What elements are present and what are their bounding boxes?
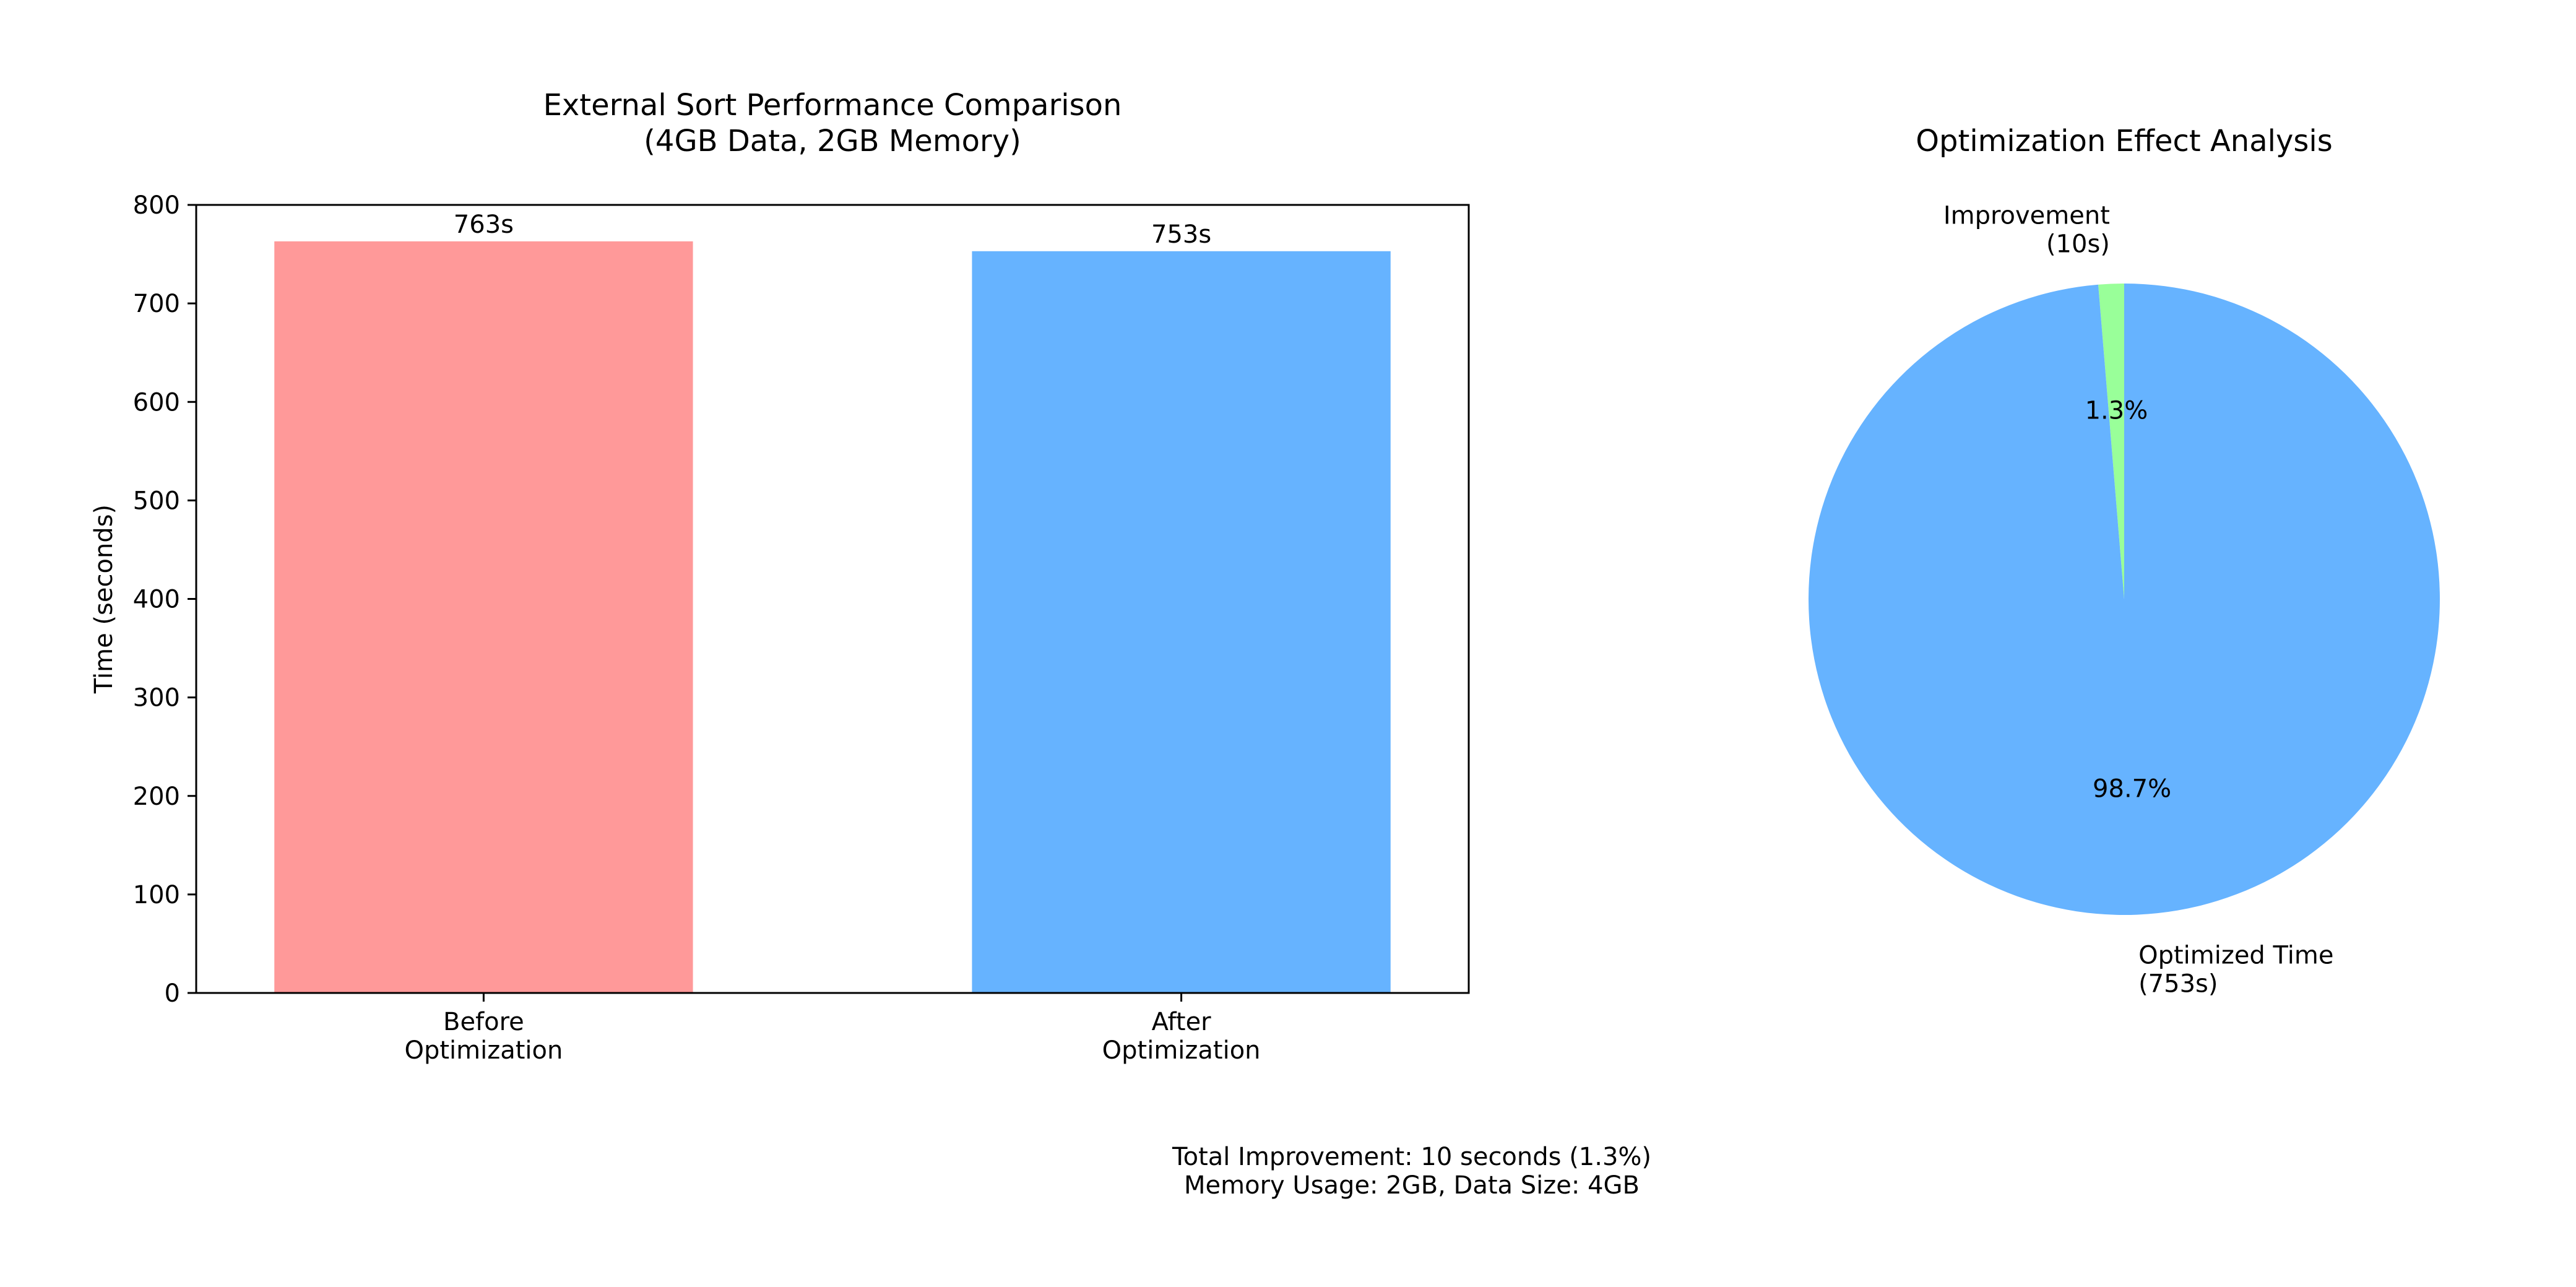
pie-chart: Optimization Effect Analysis 1.3% Improve… (1808, 124, 2440, 999)
x-tick-label: Before Optimization (404, 1008, 563, 1065)
pie-labels: 1.3% Improvement (10s) 98.7% Optimized Time(… (1943, 201, 2334, 998)
footer-memory-text: Memory Usage: 2GB, Data Size: 4GB (1184, 1171, 1640, 1200)
pie-slice (1808, 284, 2440, 916)
bar-data-label: 763s (454, 210, 514, 239)
pie-slice (2098, 284, 2124, 599)
y-tick-label: 500 (133, 487, 180, 515)
pie-slices (1808, 284, 2440, 916)
x-tick-label: After Optimization (1102, 1008, 1261, 1065)
bar-chart: External Sort Performance Comparison (4GB… (90, 88, 1470, 1065)
bar (274, 241, 693, 994)
y-tick-label: 700 (133, 290, 180, 318)
pie-pct-label: 1.3% (2085, 396, 2148, 425)
x-axis-ticks: Before Optimization After Optimization (404, 993, 1261, 1065)
bar-chart-title: External Sort Performance Comparison (4GB… (543, 88, 1122, 158)
pie-pct-label: 98.7% (2093, 775, 2171, 804)
pie-slice-label: Optimized Time (753s) (2138, 942, 2333, 999)
y-tick-label: 600 (133, 388, 180, 417)
y-axis-label: Time (seconds) (90, 505, 118, 694)
y-tick-label: 200 (133, 782, 180, 811)
y-tick-label: 300 (133, 684, 180, 713)
pie-chart-title: Optimization Effect Analysis (1916, 124, 2332, 158)
bars: 763s 753s (274, 210, 1391, 994)
y-tick-label: 800 (133, 191, 180, 220)
bar (972, 251, 1391, 993)
y-tick-label: 400 (133, 586, 180, 614)
y-tick-label: 0 (165, 979, 180, 1008)
pie-slice-label: Improvement (10s) (1943, 201, 2110, 258)
y-tick-label: 100 (133, 881, 180, 909)
plot-frame (195, 204, 1470, 994)
bar-data-label: 753s (1151, 220, 1211, 249)
footer-improvement-text: Total Improvement: 10 seconds (1.3%) (1172, 1143, 1651, 1171)
y-axis-ticks: 0 100 200 300 400 500 600 700 800 (133, 191, 196, 1008)
